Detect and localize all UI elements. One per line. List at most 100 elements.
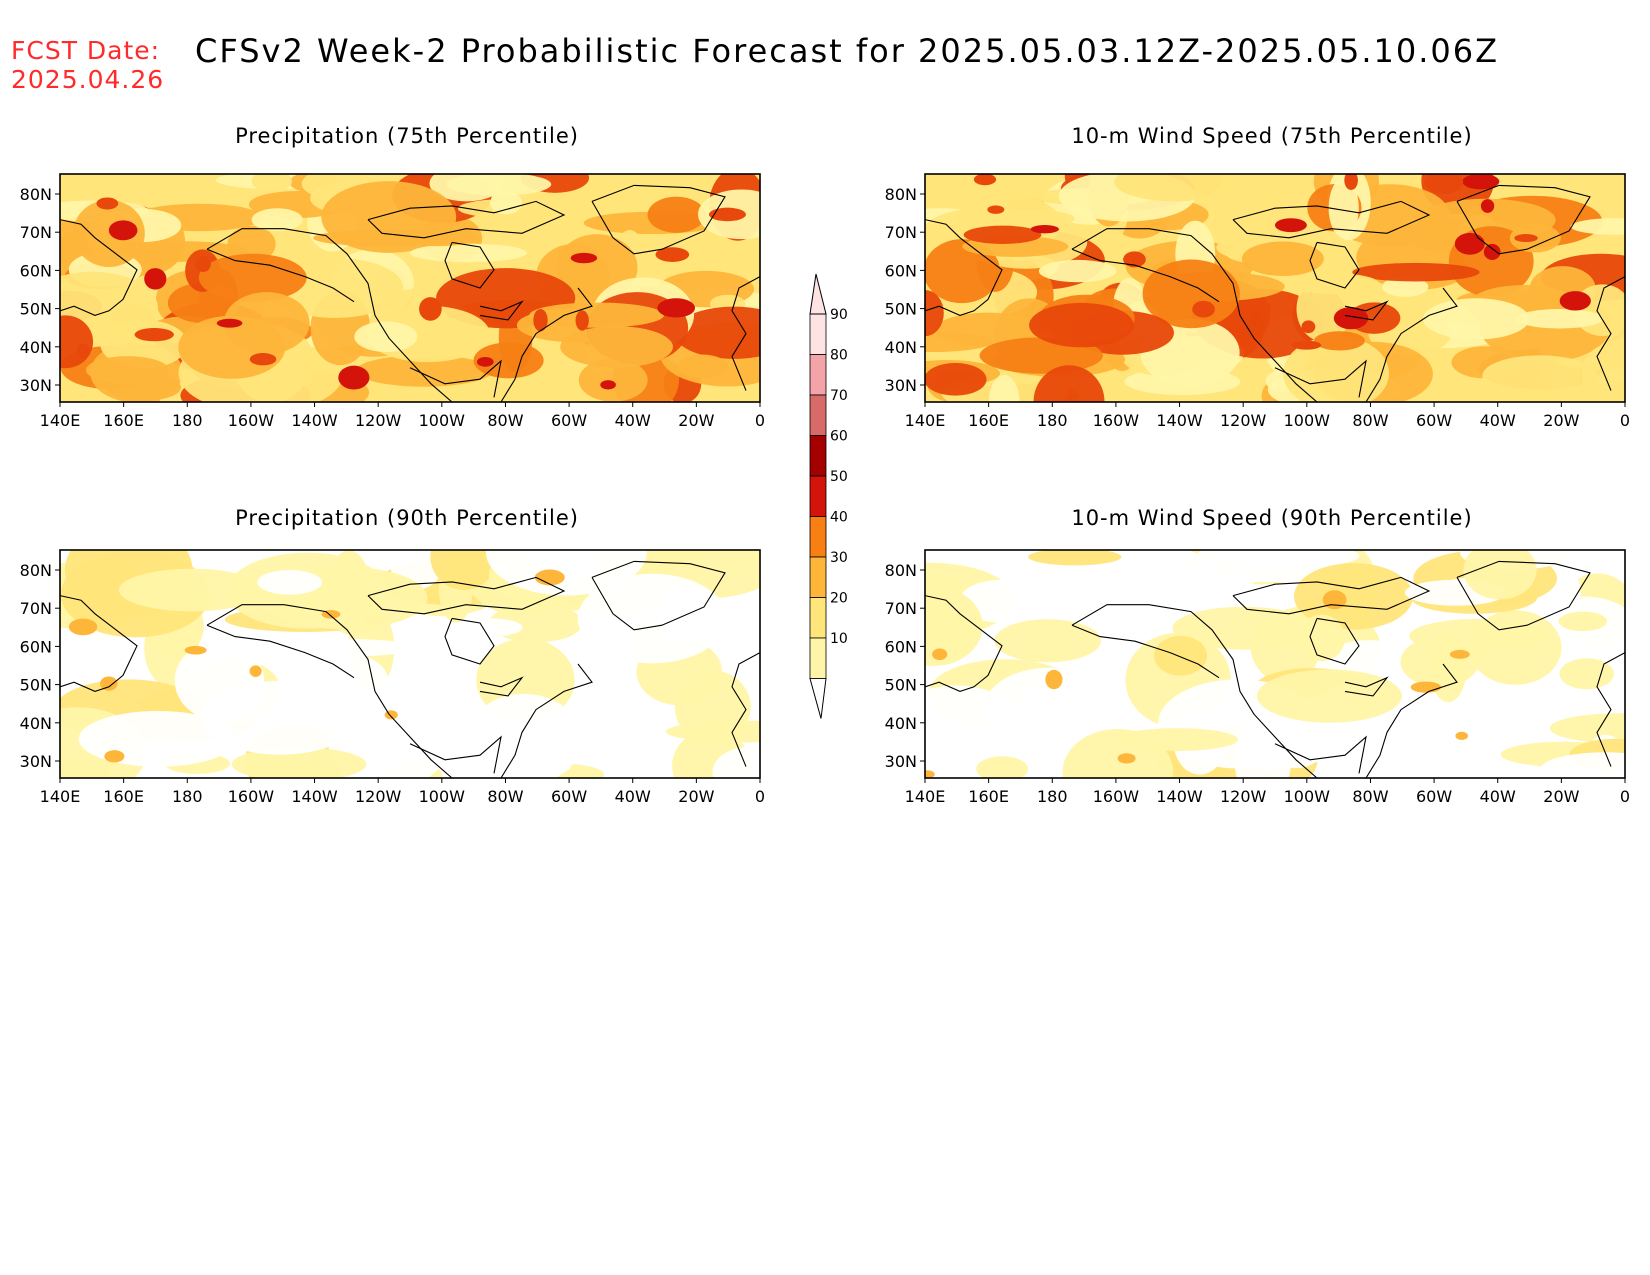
panel-title-wind90: 10-m Wind Speed (90th Percentile) [1071, 506, 1473, 530]
shading-hotspot [973, 174, 997, 186]
shading-hotspot [1410, 681, 1442, 693]
lat-tick-label: 50N [20, 676, 52, 695]
lon-tick-label: 140W [291, 411, 338, 430]
shading-hotspot [1449, 649, 1470, 659]
shading-blob [925, 290, 944, 337]
shading-hotspot [1455, 731, 1469, 741]
shading-hotspot [68, 618, 98, 636]
shading-blob [86, 356, 169, 385]
coastline-segment [60, 219, 138, 316]
shading-field [60, 174, 760, 402]
lat-tick-label: 60N [20, 637, 52, 656]
shading-blob [994, 619, 1101, 663]
coastline-segment [591, 184, 726, 255]
shading-blob [925, 586, 983, 666]
lat-tick-label: 70N [20, 599, 52, 618]
lon-tick-label: 100W [1284, 787, 1331, 806]
shading-blob [466, 693, 582, 778]
shading-blob [1142, 259, 1240, 329]
coastline-segment [60, 595, 138, 692]
shading-hotspot [1483, 243, 1501, 261]
shading-blob [925, 363, 987, 396]
coastline-segment [1309, 241, 1360, 289]
shading-field [60, 550, 760, 778]
lon-tick-label: 80W [487, 411, 523, 430]
forecast-date-value: 2025.04.26 [11, 65, 165, 94]
shading-hotspot [1192, 300, 1215, 318]
shading-blob [118, 568, 265, 612]
coastline-segment [1344, 300, 1389, 321]
lon-tick-label: 160W [1093, 411, 1140, 430]
shading-blob [1115, 728, 1238, 752]
lat-tick-label: 60N [885, 637, 917, 656]
shading-blob [1241, 241, 1324, 277]
lat-tick-label: 80N [885, 561, 917, 580]
lon-tick-label: 100W [419, 787, 466, 806]
panel-title-precip90: Precipitation (90th Percentile) [235, 506, 579, 530]
shading-blob [355, 355, 493, 387]
lon-tick-label: 40W [1480, 787, 1516, 806]
shading-hotspot [144, 268, 167, 290]
shading-hotspot [1480, 199, 1495, 213]
lat-tick-label: 30N [20, 376, 52, 395]
shading-blob [1028, 550, 1122, 566]
shading-hotspot [600, 380, 616, 390]
map-frame [924, 549, 1626, 779]
shading-hotspot [1238, 301, 1271, 312]
lon-tick-label: 180 [172, 787, 203, 806]
shading-blob [560, 326, 673, 368]
lon-tick-label: 140E [40, 787, 81, 806]
shading-blob [446, 174, 552, 196]
shading-hotspot [1291, 340, 1322, 350]
lat-tick-label: 70N [20, 223, 52, 242]
coastline-segment [479, 300, 524, 321]
shading-hotspot [575, 310, 589, 331]
shading-hotspot [1333, 306, 1369, 330]
lon-tick-label: 160E [968, 411, 1009, 430]
shading-hotspot [384, 710, 398, 720]
lat-tick-label: 60N [20, 261, 52, 280]
colorbar-legend: 10 20 30 40 50 60 70 80 90 [809, 273, 848, 719]
lon-tick-label: 0 [755, 787, 765, 806]
lat-tick-label: 50N [20, 300, 52, 319]
shading-hotspot [1322, 590, 1347, 610]
coastline-segment [1456, 184, 1591, 255]
shading-hotspot [249, 665, 262, 678]
shading-hotspot [104, 750, 125, 763]
panel-title-wind75: 10-m Wind Speed (75th Percentile) [1071, 124, 1473, 148]
shading-hotspot [216, 318, 243, 328]
shading-hotspot [1514, 234, 1538, 243]
page-title: CFSv2 Week-2 Probabilistic Forecast for … [195, 32, 1500, 70]
shading-hotspot [338, 365, 370, 390]
shading-blob [1381, 276, 1429, 297]
lat-tick-label: 50N [885, 300, 917, 319]
coastline-segment [206, 228, 453, 402]
lat-tick-label: 30N [885, 752, 917, 771]
map-panel-wind90: 140E 160E 180 160W 140W 120W 100W 80W 60W 40W 20W 0… [885, 549, 1630, 806]
lon-tick-label: 120W [1220, 787, 1267, 806]
shading-hotspot [1123, 251, 1146, 268]
shading-blob [251, 174, 293, 193]
coastline-segment [1232, 576, 1431, 615]
shading-blob [577, 573, 727, 664]
lat-tick-label: 40N [20, 714, 52, 733]
coastline-segment [367, 576, 566, 615]
shading-blob [1570, 218, 1625, 235]
coastline-segment [925, 595, 1003, 692]
shading-hotspot [1559, 291, 1591, 311]
lon-tick-label: 160E [103, 411, 144, 430]
shading-hotspot [1462, 174, 1500, 190]
coastline-segment [1071, 248, 1220, 303]
shading-hotspot [184, 645, 207, 655]
shading-blob [1038, 259, 1117, 283]
shading-hotspot [249, 353, 277, 366]
coastline-segment [1456, 560, 1591, 631]
colorbar-segment [809, 475, 827, 517]
shading-blob [1559, 658, 1614, 690]
shading-hotspot [108, 220, 138, 241]
shading-blob [249, 638, 419, 657]
shading-blob [489, 191, 523, 215]
shading-blob [712, 747, 760, 778]
coastline [925, 560, 1625, 778]
lat-tick-label: 30N [885, 376, 917, 395]
